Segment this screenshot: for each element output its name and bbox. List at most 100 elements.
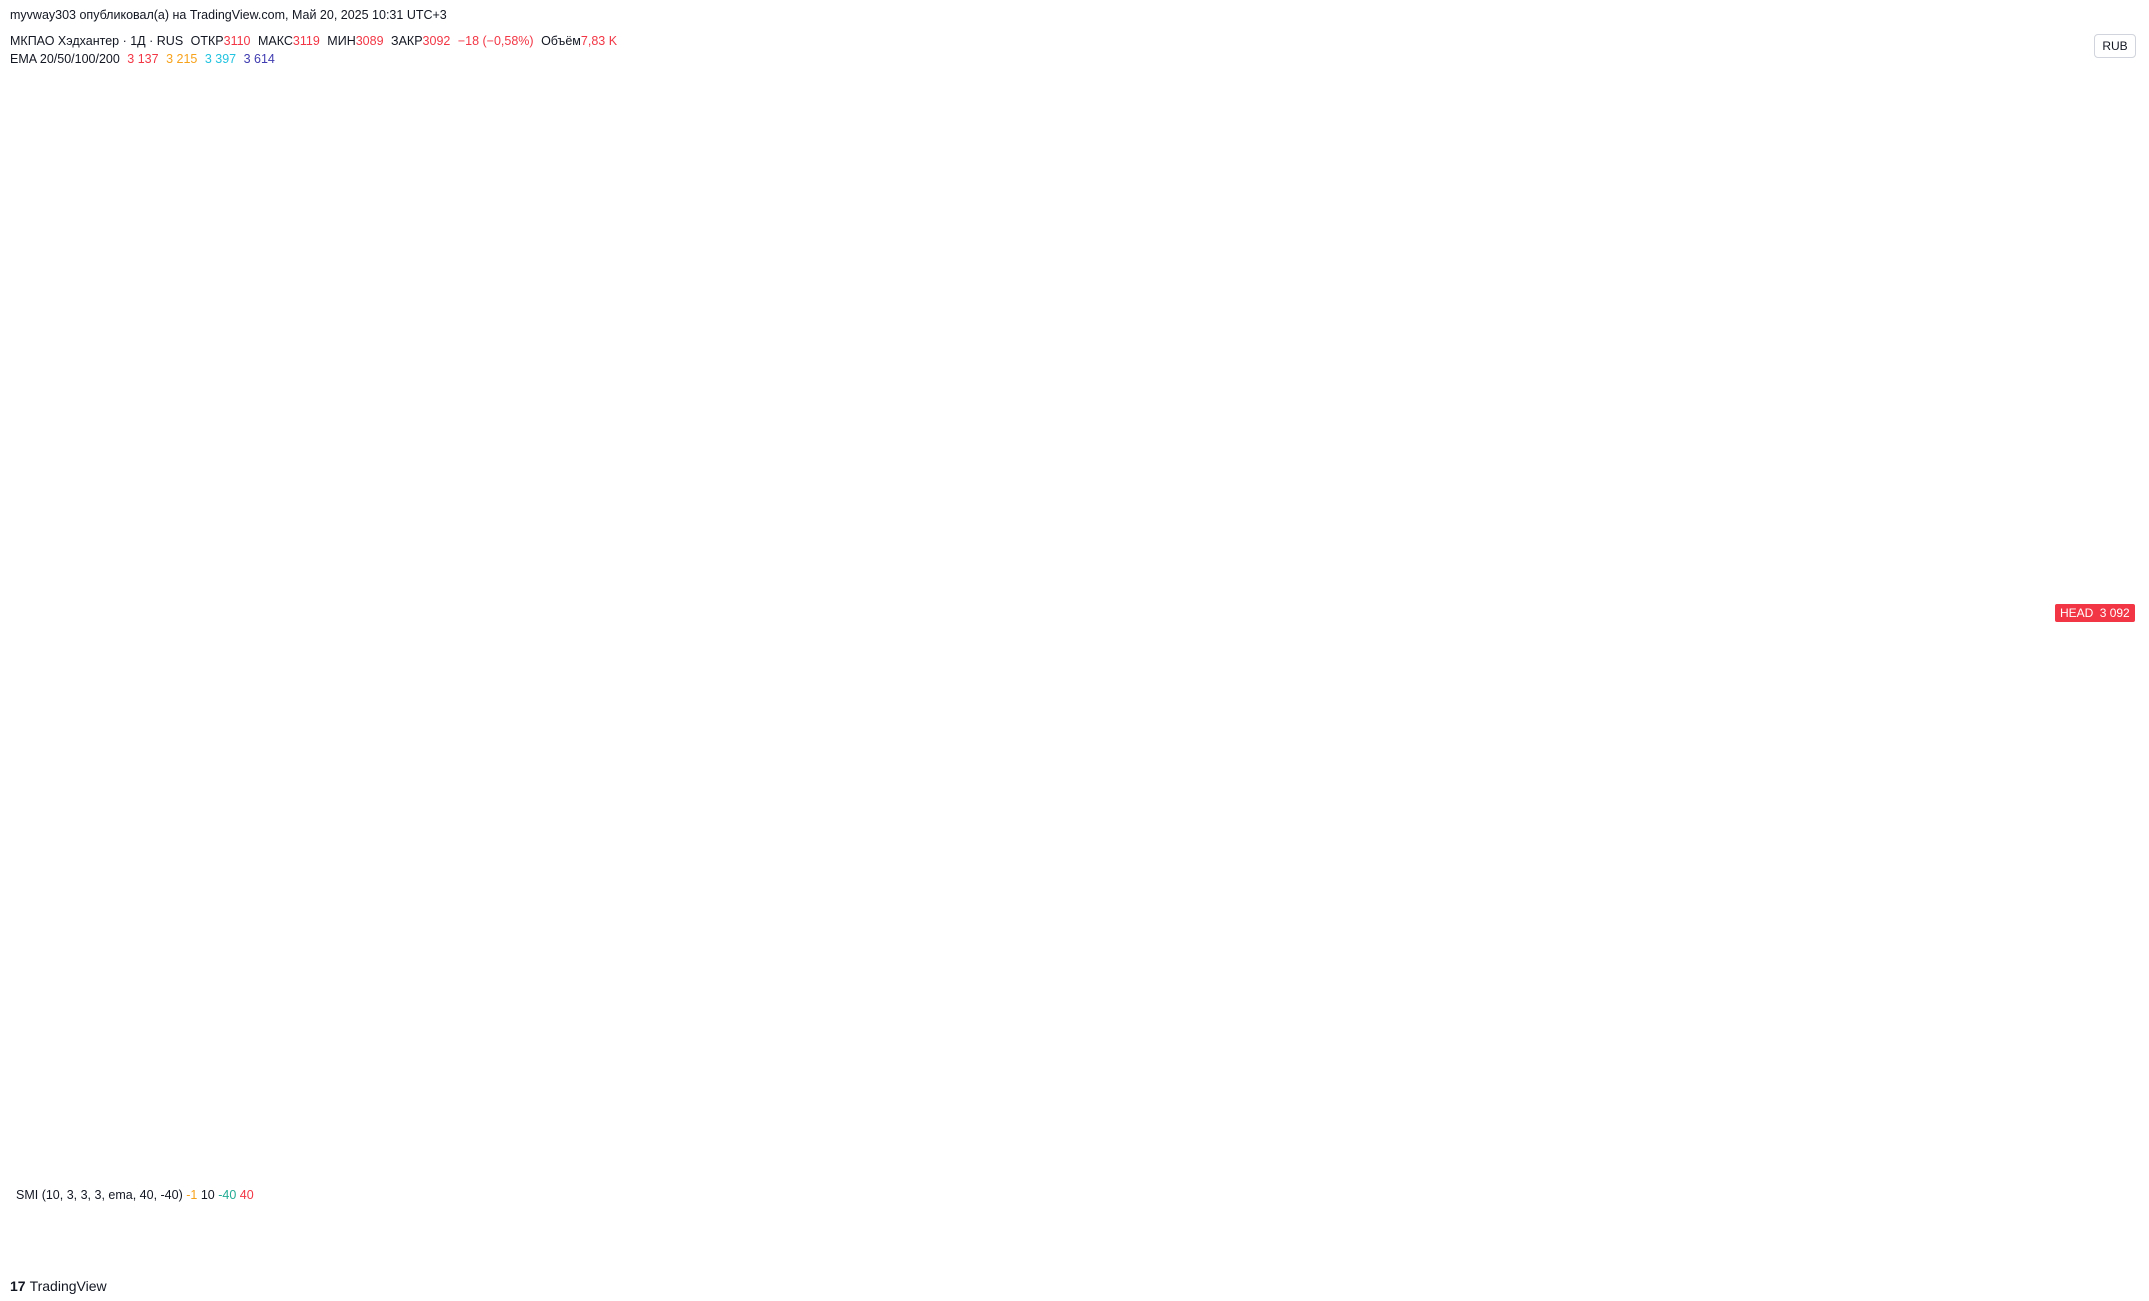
candle-body [1156,622,1159,631]
candle-body [672,523,675,531]
candle-body [701,573,703,586]
symbol-ohlc-line: МКПАО Хэдхантер · 1Д · RUS ОТКР3110 МАКС… [10,34,621,48]
candle-body [621,511,624,525]
candle-body [1219,537,1222,539]
candle-body [1304,573,1307,582]
candle-body [1218,536,1221,539]
candle-body [793,831,796,833]
candle-body [574,540,577,561]
candle-body [451,668,453,676]
candle-body [1132,689,1134,694]
candle-body [423,683,426,690]
candle-body [775,818,778,823]
candle-body [1157,605,1160,623]
candle-body [1284,593,1286,603]
ema20-value: 3 137 [127,52,159,66]
candle-body [1394,421,1397,438]
candle-body [1476,491,1479,501]
candle-body [962,803,965,809]
smi-label[interactable]: SMI (10, 3, 3, 3, ema, 40, -40) [16,1188,183,1202]
candle-body [1537,570,1540,582]
candle-body [1497,505,1500,513]
trendline [819,740,1051,807]
candle-body [555,578,558,585]
candle-body [1579,523,1581,544]
candle-body [612,518,615,524]
y-tick-label: 2 400 [2114,677,2144,691]
candle-body [434,678,437,686]
candle-body [330,741,332,744]
candle-body [1437,514,1440,526]
candle-body [425,690,428,693]
candle-body [349,746,352,749]
candle-body [755,789,758,791]
candle-body [600,542,603,545]
candle-body [400,718,403,723]
currency-button[interactable]: RUB [2094,34,2136,58]
candle-body [1368,369,1371,391]
candle-body [1391,414,1394,430]
candle-body [659,476,662,481]
candle-body [1293,586,1296,588]
candle-body [343,747,346,749]
candle-body [1356,404,1359,422]
candle-body [680,539,683,542]
candle-body [1491,491,1494,502]
candle-body [460,663,463,666]
candle-body [608,518,611,523]
candle-body [947,799,950,801]
candle-body [1196,532,1199,546]
candle-body [780,821,783,825]
candle-body [1445,497,1448,510]
candle-body [1270,615,1273,619]
candle-body [1557,564,1560,567]
candle-body [696,568,699,585]
candle-body [1485,499,1488,502]
candle-body [823,844,826,846]
candle-body [975,802,978,804]
candle-body [572,545,574,553]
candle-body [440,686,443,688]
smi-tick-label: 0 [2112,1215,2119,1229]
candle-body [1039,790,1042,793]
candle-body [674,529,677,531]
chart-grid [10,28,2090,1262]
candle-body [1029,792,1032,794]
candle-body [1515,541,1518,561]
candle-body [1028,793,1031,797]
tradingview-logo[interactable]: 17 TradingView [10,1278,107,1294]
candle-body [1352,426,1354,428]
candle-body [1006,797,1009,800]
candle-body [580,534,582,553]
trendline [1369,90,2016,379]
candle-body [1197,519,1200,533]
candle-body [811,841,814,843]
candle-body [1640,586,1643,593]
candle-body [1419,484,1421,487]
candle-body [448,669,451,672]
candle-body [1299,580,1301,584]
candle-body [872,777,875,779]
candle-body [943,794,945,800]
candle-body [1064,778,1066,780]
candle-body [1070,764,1073,767]
candle-body [470,652,473,655]
candle-body [1641,592,1644,594]
candle-body [911,806,914,810]
candle-body [483,644,486,648]
candle-body [833,845,836,847]
ema-label[interactable]: EMA 20/50/100/200 [10,52,120,66]
y-tick-label: 6 800 [2114,212,2144,226]
candle-body [1149,651,1152,665]
symbol-name[interactable]: МКПАО Хэдхантер · 1Д · RUS [10,34,184,48]
candle-body [1558,558,1561,567]
y-tick-label: 800 [2124,847,2144,861]
candle-body [1091,731,1094,737]
candle-body [879,787,882,791]
candle-body [1201,524,1204,539]
candle-body [477,651,480,660]
candle-body [619,521,622,536]
candle-body [408,703,411,707]
candle-body [885,795,888,797]
